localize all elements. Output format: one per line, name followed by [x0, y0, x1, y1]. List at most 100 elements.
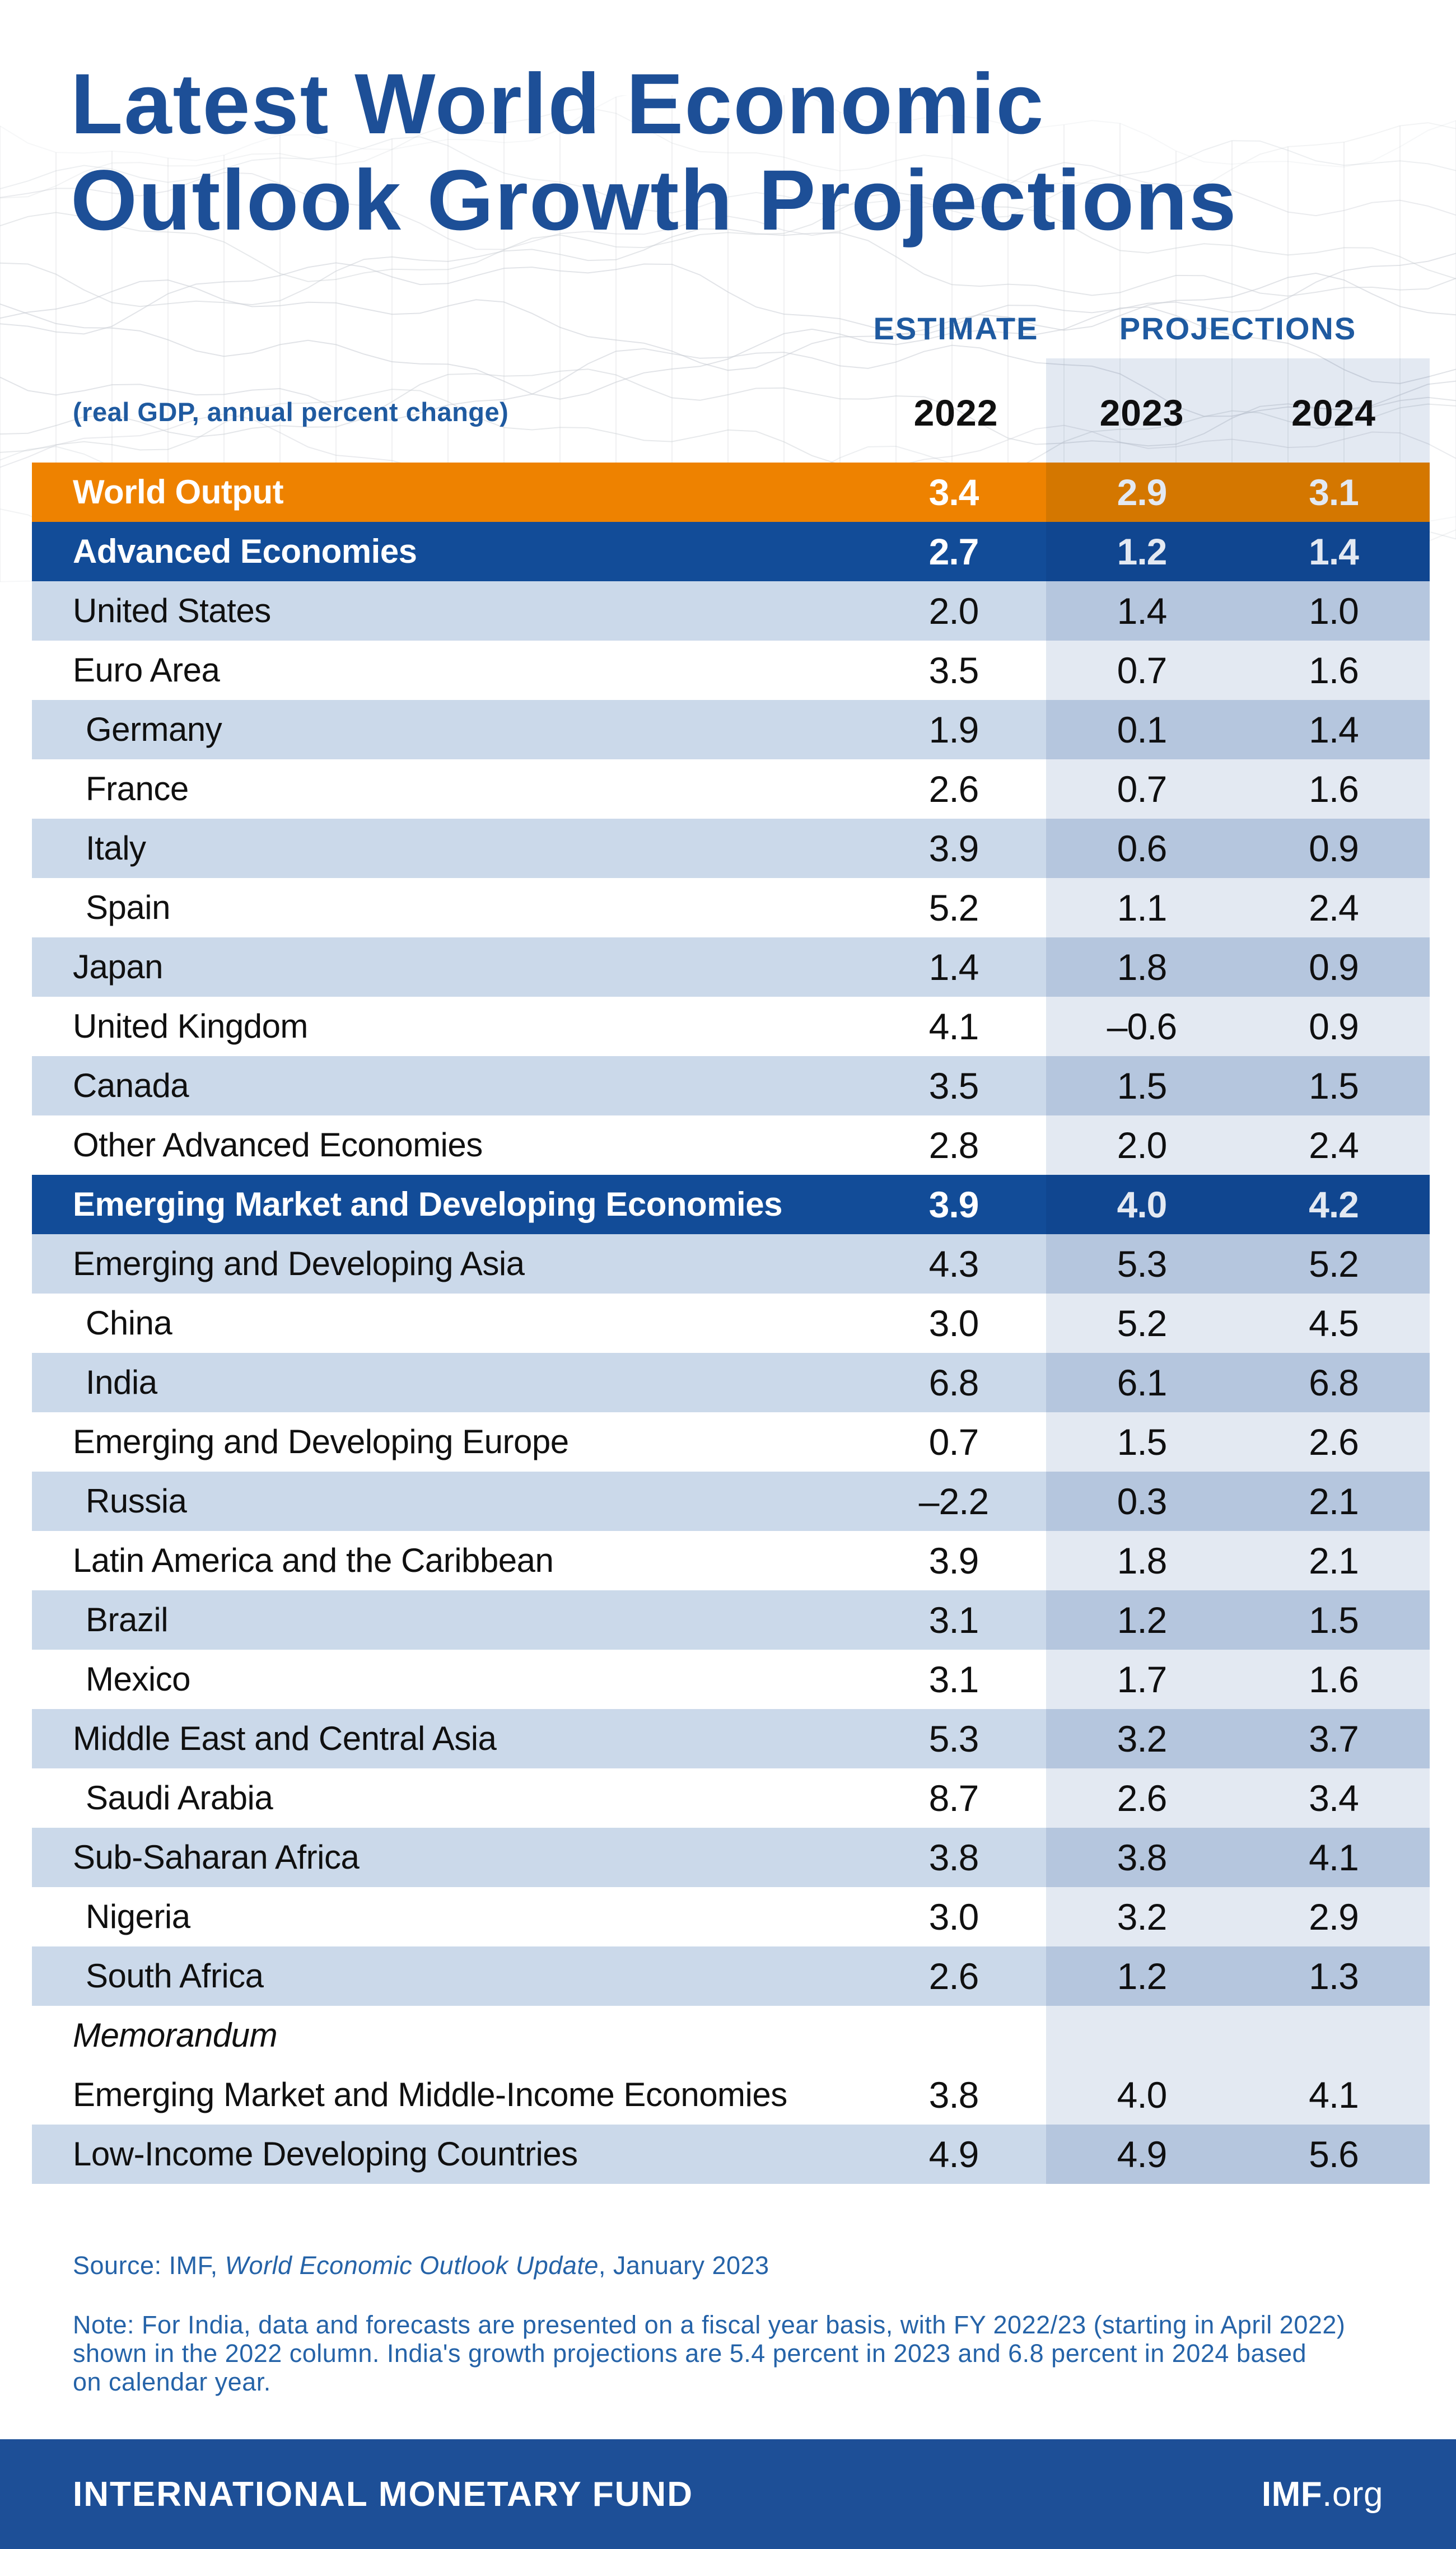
table-row: Russia –2.2 0.3 2.1 [32, 1472, 1430, 1531]
table-row: Advanced Economies 2.7 1.2 1.4 [32, 522, 1430, 581]
footer-site-imf: IMF [1261, 2475, 1323, 2514]
value-2022: 4.3 [928, 1243, 979, 1285]
value-2023: 5.2 [1117, 1302, 1168, 1344]
value-2022: 3.9 [928, 828, 979, 869]
value-2024: 3.4 [1309, 1777, 1359, 1819]
value-2024: 2.4 [1309, 1124, 1359, 1166]
value-2024: 2.4 [1309, 887, 1359, 928]
value-2024: 0.9 [1309, 946, 1359, 988]
table-row: Emerging and Developing Asia 4.3 5.3 5.2 [32, 1234, 1430, 1294]
value-2024: 1.5 [1309, 1599, 1359, 1641]
value-2024: 4.5 [1309, 1302, 1359, 1344]
row-label: United Kingdom [73, 1007, 308, 1045]
value-2022: 3.1 [928, 1659, 979, 1700]
table-row: United Kingdom 4.1 –0.6 0.9 [32, 997, 1430, 1056]
footer-site-org: .org [1322, 2475, 1383, 2514]
value-2022: 1.4 [928, 946, 979, 988]
table-row: South Africa 2.6 1.2 1.3 [32, 1946, 1430, 2006]
row-label: Middle East and Central Asia [73, 1720, 497, 1757]
value-2023: 0.1 [1117, 709, 1168, 750]
value-2023: 2.0 [1117, 1124, 1168, 1166]
value-2023: 0.7 [1117, 650, 1168, 691]
value-2024: 1.0 [1309, 590, 1359, 632]
table-row: United States 2.0 1.4 1.0 [32, 581, 1430, 641]
page-title: Latest World Economic Outlook Growth Pro… [71, 56, 1238, 249]
value-2022: 2.8 [928, 1124, 979, 1166]
row-label: Italy [86, 829, 146, 867]
value-2024: 1.3 [1309, 1955, 1359, 1997]
value-2023: 1.7 [1117, 1659, 1168, 1700]
value-2023: 0.7 [1117, 768, 1168, 810]
value-2023: 3.2 [1117, 1718, 1168, 1759]
row-label: United States [73, 592, 271, 629]
value-2022: 3.8 [928, 2074, 979, 2116]
value-2023: 0.3 [1117, 1481, 1168, 1522]
table-row: Sub-Saharan Africa 3.8 3.8 4.1 [32, 1828, 1430, 1887]
table-row: Saudi Arabia 8.7 2.6 3.4 [32, 1768, 1430, 1828]
value-2024: 5.2 [1309, 1243, 1359, 1285]
value-2023: 1.2 [1117, 1955, 1168, 1997]
source-prefix: Source: IMF, [73, 2251, 225, 2280]
estimate-column-header: ESTIMATE [873, 311, 1039, 346]
value-2024: 0.9 [1309, 1006, 1359, 1047]
value-2023: 4.0 [1117, 1184, 1168, 1225]
table-row: Italy 3.9 0.6 0.9 [32, 819, 1430, 878]
value-2022: 2.6 [928, 768, 979, 810]
value-2022: 5.3 [928, 1718, 979, 1759]
row-label: Latin America and the Caribbean [73, 1542, 554, 1579]
india-footnote: Note: For India, data and forecasts are … [73, 2310, 1345, 2396]
footer-bar: INTERNATIONAL MONETARY FUND IMF.org [0, 2439, 1456, 2549]
table-subtitle: (real GDP, annual percent change) [73, 397, 509, 427]
value-2024: 1.4 [1309, 531, 1359, 572]
value-2024: 3.7 [1309, 1718, 1359, 1759]
row-label: Other Advanced Economies [73, 1126, 483, 1164]
value-2022: 1.9 [928, 709, 979, 750]
value-2024: 4.2 [1309, 1184, 1359, 1225]
value-2023: 1.5 [1117, 1421, 1168, 1463]
row-label: India [86, 1364, 157, 1401]
value-2022: 4.9 [928, 2133, 979, 2175]
table-row: Emerging Market and Developing Economies… [32, 1175, 1430, 1234]
value-2022: 3.9 [928, 1540, 979, 1581]
value-2023: 4.9 [1117, 2133, 1168, 2175]
footer-website: IMF.org [1262, 2475, 1383, 2514]
value-2024: 2.6 [1309, 1421, 1359, 1463]
source-line: Source: IMF, World Economic Outlook Upda… [73, 2251, 769, 2280]
projections-column-header: PROJECTIONS [1119, 311, 1357, 346]
row-label: Sub-Saharan Africa [73, 1838, 360, 1876]
source-publication-title: World Economic Outlook Update [225, 2251, 599, 2280]
value-2023: 1.8 [1117, 946, 1168, 988]
value-2022: 3.1 [928, 1599, 979, 1641]
row-label: France [86, 770, 189, 807]
value-2022: 2.7 [928, 531, 979, 572]
row-label: World Output [73, 473, 284, 511]
value-2024: 4.1 [1309, 2074, 1359, 2116]
value-2022: 3.4 [928, 471, 979, 513]
row-label: Spain [86, 889, 170, 926]
page-title-line2: Outlook Growth Projections [71, 152, 1238, 248]
row-label: Emerging Market and Middle-Income Econom… [73, 2076, 787, 2113]
value-2023: 2.9 [1117, 471, 1168, 513]
source-suffix: , January 2023 [598, 2251, 769, 2280]
page-title-line1: Latest World Economic [71, 56, 1045, 152]
footer-org-name: INTERNATIONAL MONETARY FUND [73, 2475, 693, 2514]
value-2024: 2.1 [1309, 1481, 1359, 1522]
row-label: Germany [86, 711, 222, 748]
row-label: China [86, 1304, 172, 1342]
value-2023: 1.1 [1117, 887, 1168, 928]
table-row: Memorandum [32, 2006, 1430, 2065]
table-row: Nigeria 3.0 3.2 2.9 [32, 1887, 1430, 1946]
table-row: Japan 1.4 1.8 0.9 [32, 937, 1430, 997]
row-label: Russia [86, 1482, 187, 1520]
table-row: India 6.8 6.1 6.8 [32, 1353, 1430, 1412]
value-2024: 1.4 [1309, 709, 1359, 750]
value-2023: 4.0 [1117, 2074, 1168, 2116]
value-2022: 4.1 [928, 1006, 979, 1047]
value-2024: 6.8 [1309, 1362, 1359, 1403]
value-2024: 5.6 [1309, 2133, 1359, 2175]
value-2022: 3.9 [928, 1184, 979, 1225]
value-2023: 1.2 [1117, 531, 1168, 572]
value-2022: 3.0 [928, 1896, 979, 1938]
value-2024: 2.9 [1309, 1896, 1359, 1938]
